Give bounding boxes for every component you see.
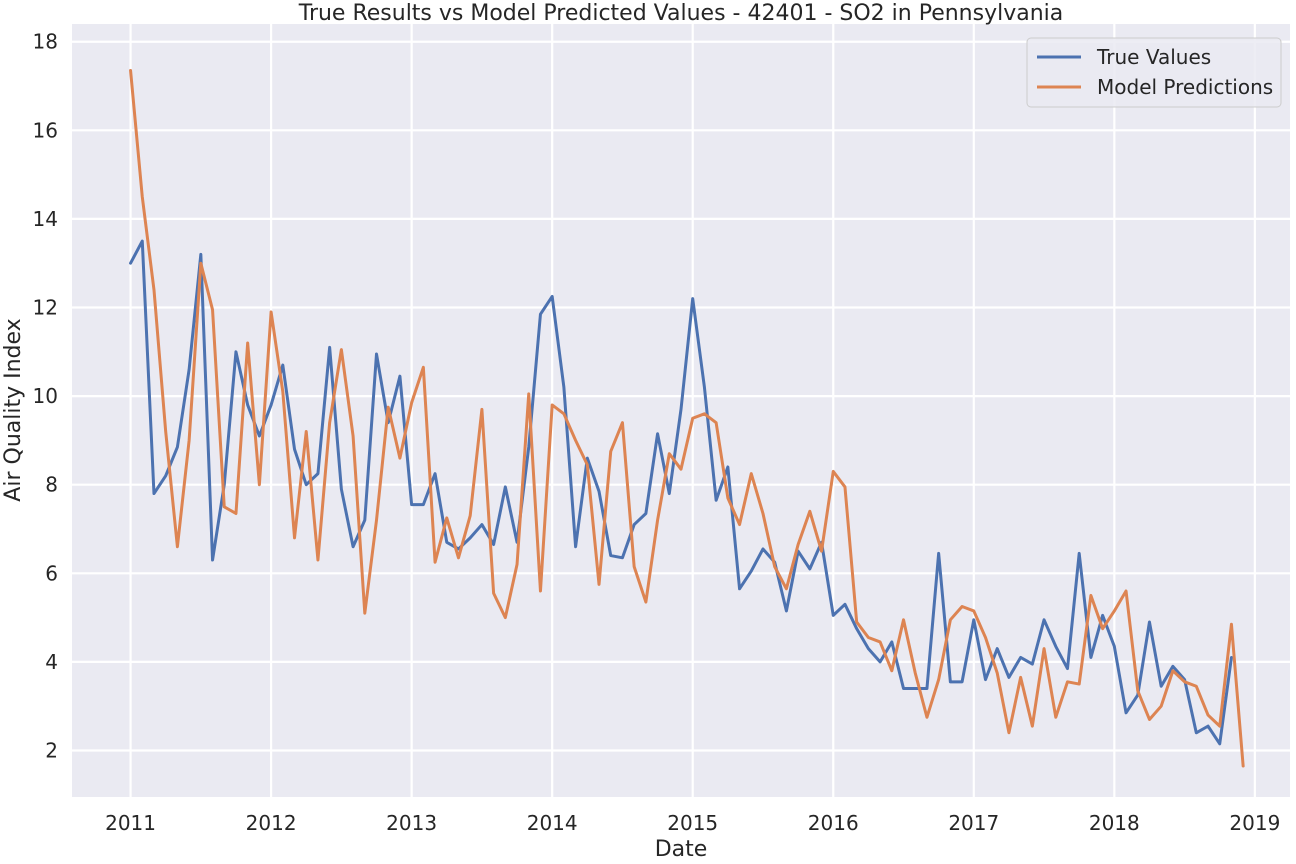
y-tick-label: 18: [33, 30, 58, 54]
legend-label-true-values: True Values: [1096, 45, 1211, 69]
x-axis-label: Date: [655, 837, 708, 862]
x-tick-label: 2011: [105, 811, 156, 835]
x-tick-label: 2016: [808, 811, 859, 835]
x-tick-label: 2018: [1089, 811, 1140, 835]
legend-label-model-predictions: Model Predictions: [1097, 75, 1273, 99]
y-tick-label: 4: [45, 650, 58, 674]
y-tick-label: 6: [45, 561, 58, 585]
x-tick-label: 2014: [527, 811, 578, 835]
x-tick-label: 2019: [1229, 811, 1280, 835]
x-tick-label: 2013: [386, 811, 437, 835]
y-axis-label: Air Quality Index: [1, 318, 26, 501]
x-tick-label: 2015: [667, 811, 718, 835]
y-tick-label: 2: [45, 738, 58, 762]
legend-box: [1026, 37, 1282, 108]
x-tick-label: 2012: [246, 811, 297, 835]
y-tick-label: 12: [33, 296, 58, 320]
y-tick-label: 16: [33, 118, 58, 142]
y-tick-label: 8: [45, 473, 58, 497]
y-tick-label: 10: [33, 384, 58, 408]
series-line-model-predictions: [129, 69, 1245, 768]
tick-layer: 2011 2012 2013 2014 2015 2016 2017 2018 2019 2 4 6 8…: [33, 30, 1281, 835]
y-tick-label: 14: [33, 207, 58, 231]
series-layer: [129, 69, 1245, 768]
series-line-true-values: [129, 239, 1233, 746]
x-tick-label: 2017: [948, 811, 999, 835]
chart-title: True Results vs Model Predicted Values -…: [298, 1, 1064, 26]
legend: True Values Model Predictions: [1026, 37, 1282, 108]
